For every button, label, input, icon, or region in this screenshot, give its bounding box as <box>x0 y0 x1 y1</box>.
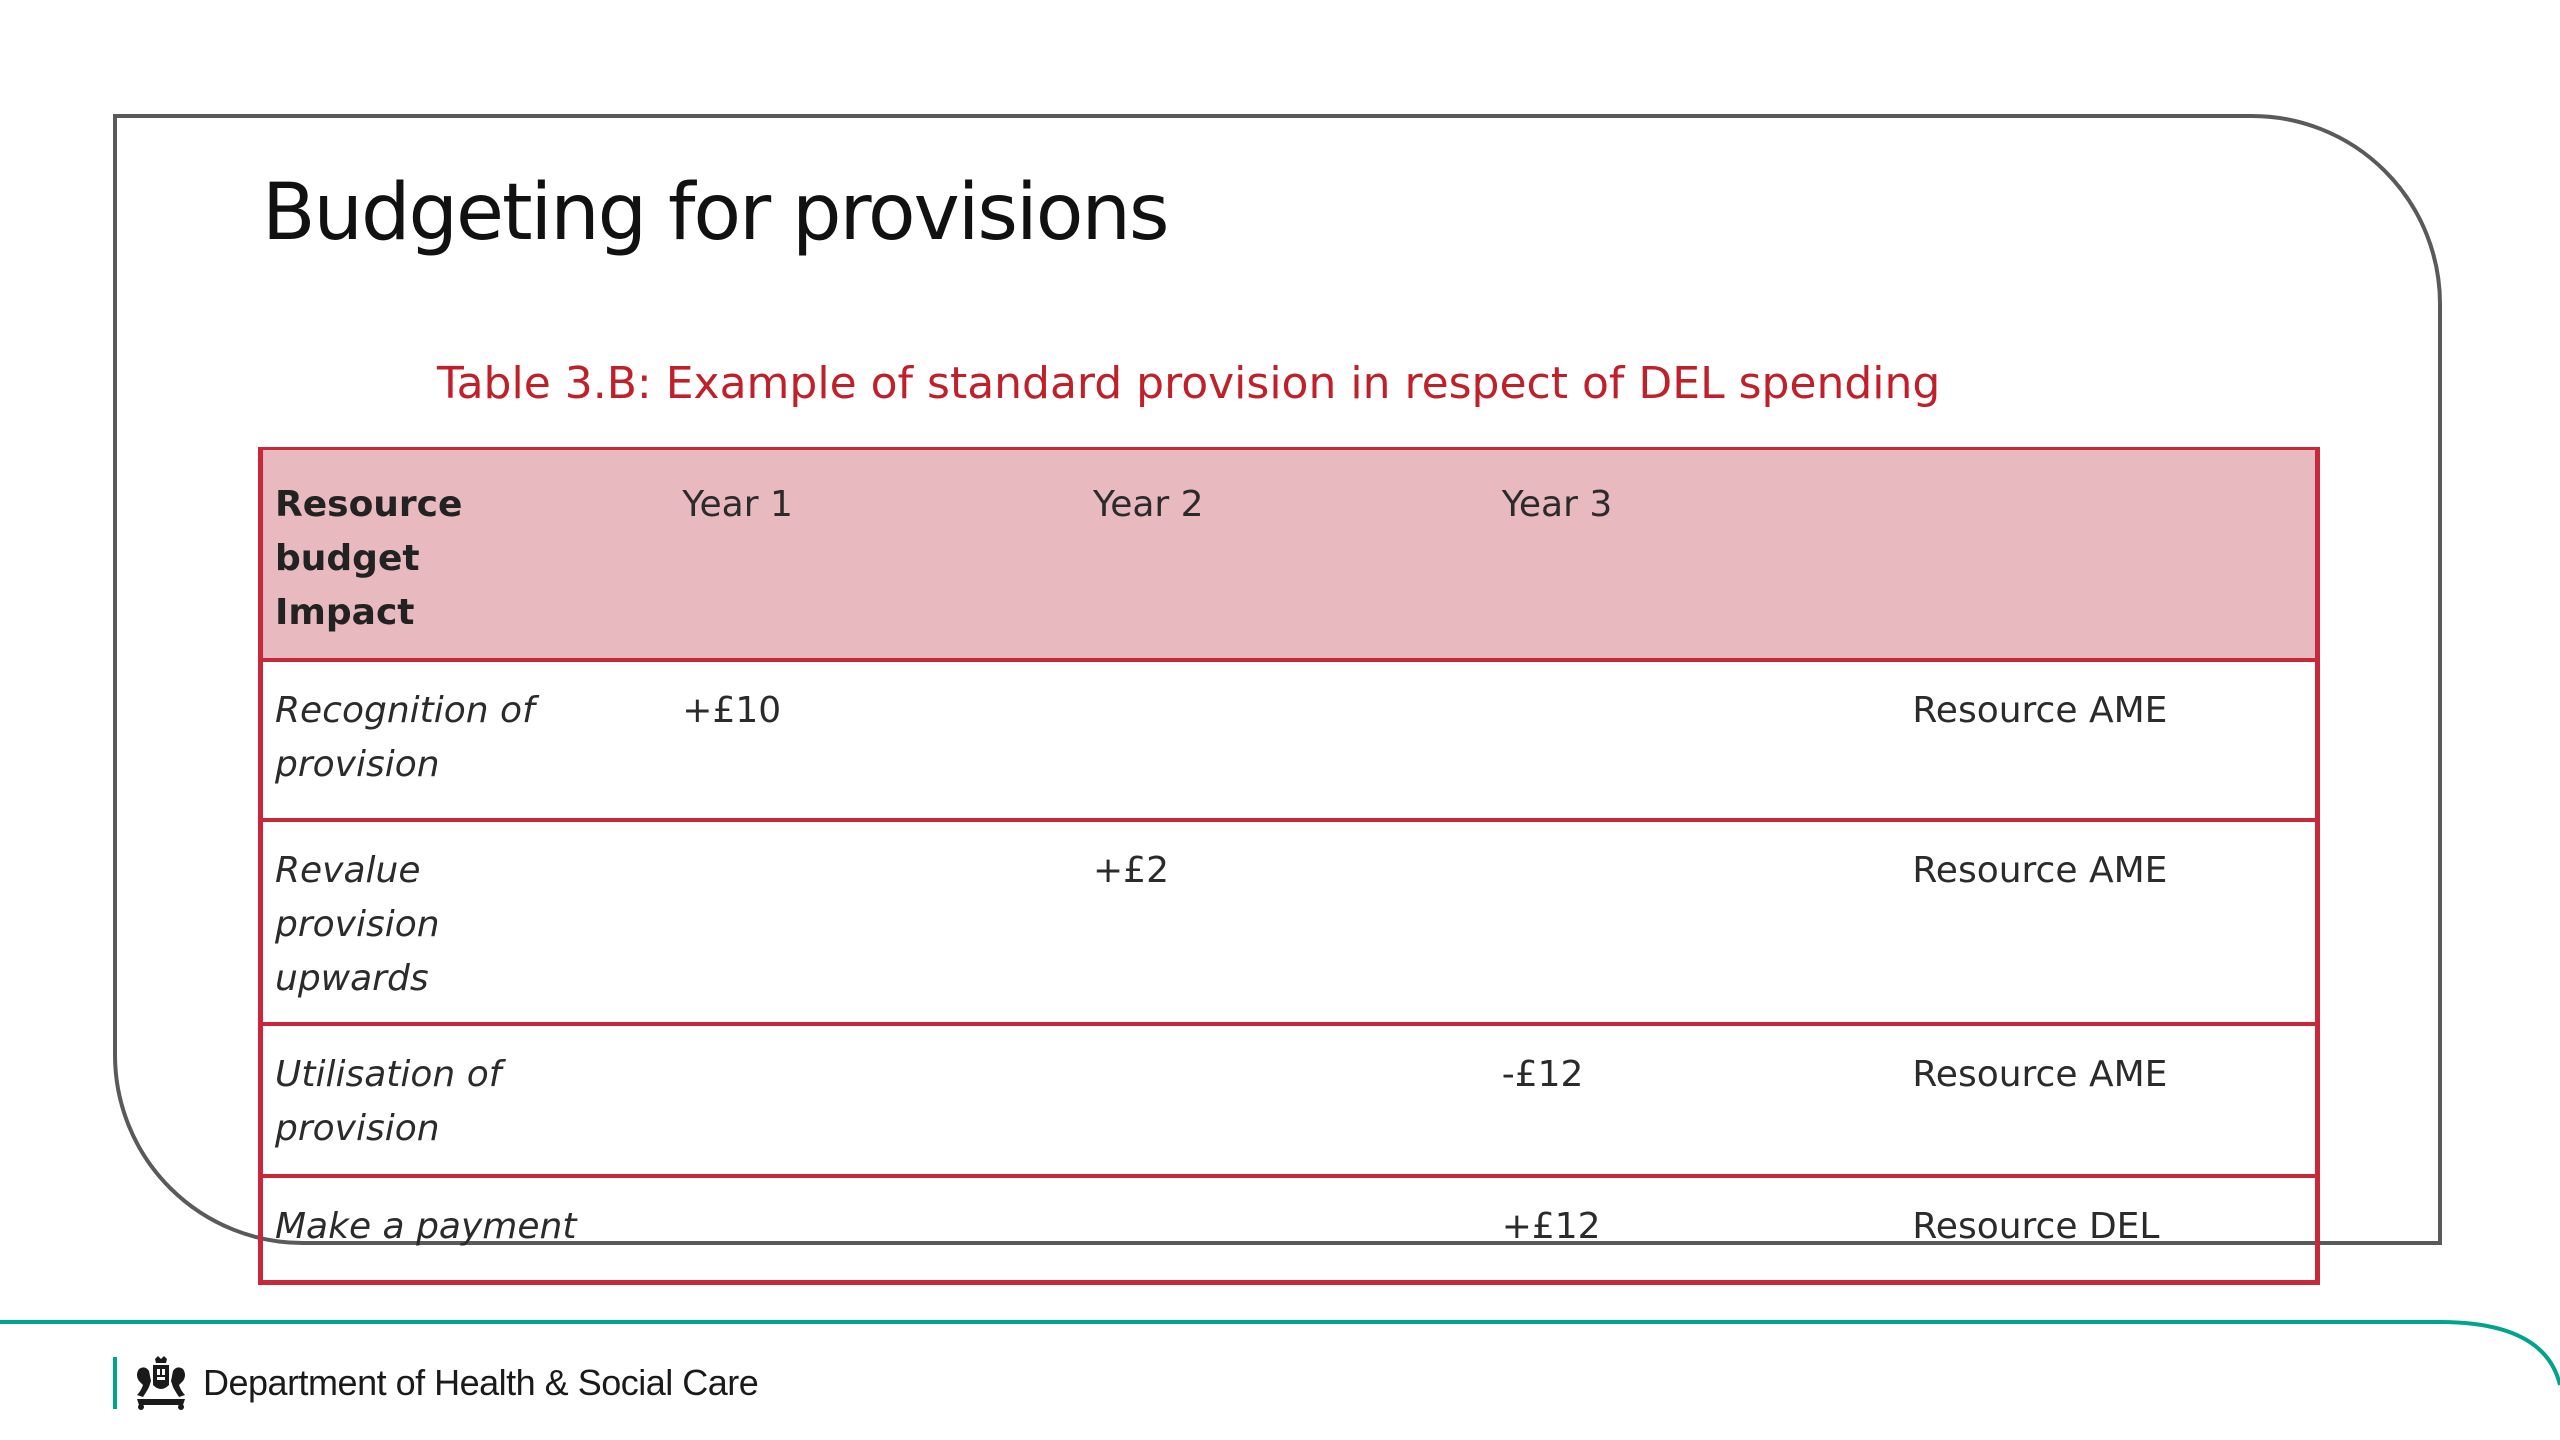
department-name: Department of Health & Social Care <box>203 1362 759 1403</box>
table-row: Utilisation of provision -£12 Resource A… <box>258 1022 2321 1176</box>
row-year-3 <box>1489 818 1901 1024</box>
header-year-2: Year 2 <box>1081 447 1490 660</box>
row-budget-type: Resource AME <box>1900 1022 2321 1176</box>
footer-accent-bar <box>113 1357 117 1409</box>
table-row: Make a payment +£12 Resource DEL <box>258 1174 2321 1285</box>
table-header-row: Resource budget Impact Year 1 Year 2 Yea… <box>258 447 2321 660</box>
header-year-1: Year 1 <box>670 447 1081 660</box>
row-budget-type: Resource AME <box>1900 658 2321 820</box>
header-resource-budget-impact: Resource budget Impact <box>258 447 671 660</box>
row-year-3: +£12 <box>1489 1174 1901 1285</box>
row-year-2 <box>1081 1022 1490 1176</box>
row-budget-type: Resource AME <box>1900 818 2321 1024</box>
row-year-1 <box>670 818 1081 1024</box>
row-year-3: -£12 <box>1489 1022 1901 1176</box>
row-year-1 <box>670 1174 1081 1285</box>
provision-table: Resource budget Impact Year 1 Year 2 Yea… <box>258 447 2321 1285</box>
header-budget-type <box>1900 447 2321 660</box>
row-label: Utilisation of provision <box>258 1022 671 1176</box>
row-year-2 <box>1081 658 1490 820</box>
header-year-3: Year 3 <box>1489 447 1901 660</box>
row-label: Make a payment <box>258 1174 671 1285</box>
table-row: Recognition of provision +£10 Resource A… <box>258 658 2321 820</box>
row-label: Revalue provision upwards <box>258 818 671 1024</box>
row-label: Recognition of provision <box>258 658 671 820</box>
table-caption: Table 3.B: Example of standard provision… <box>437 358 1941 409</box>
footer: Department of Health & Social Care <box>113 1355 759 1411</box>
row-year-1 <box>670 1022 1081 1176</box>
footer-divider <box>0 1320 2560 1386</box>
table-row: Revalue provision upwards +£2 Resource A… <box>258 818 2321 1024</box>
row-year-2 <box>1081 1174 1490 1285</box>
row-budget-type: Resource DEL <box>1900 1174 2321 1285</box>
row-year-3 <box>1489 658 1901 820</box>
slide-title: Budgeting for provisions <box>262 168 1170 258</box>
row-year-1: +£10 <box>670 658 1081 820</box>
row-year-2: +£2 <box>1081 818 1490 1024</box>
royal-crest-icon <box>137 1356 185 1410</box>
